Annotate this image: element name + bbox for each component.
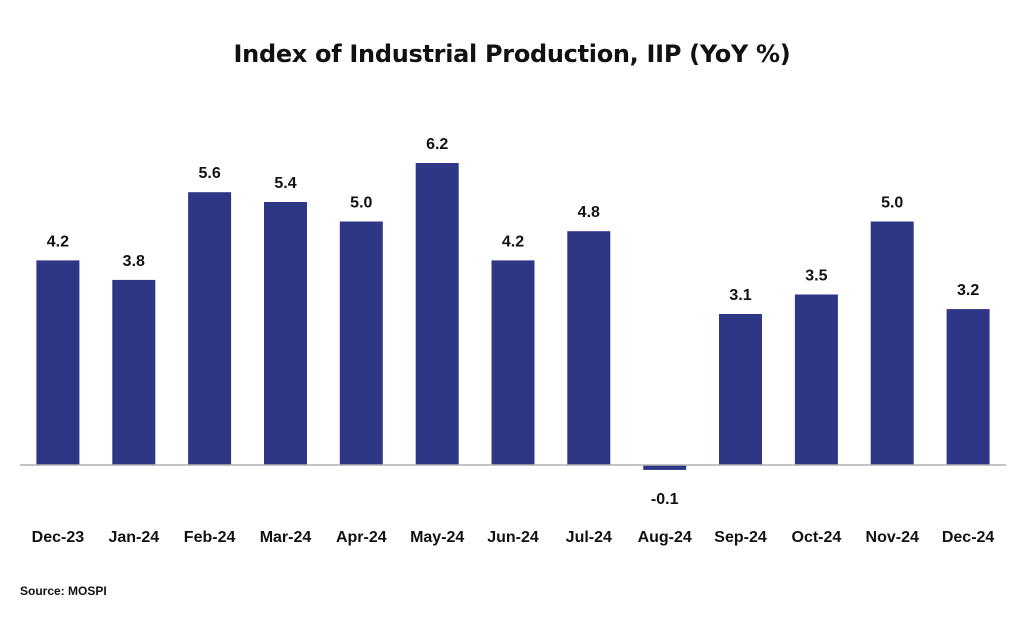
data-label: -0.1 [651, 491, 679, 508]
bar-nov-24 [870, 221, 914, 465]
bar-dec-24 [946, 309, 990, 465]
data-label: 3.1 [729, 287, 751, 304]
x-tick-label: Jan-24 [108, 529, 159, 546]
x-tick-label: Oct-24 [792, 529, 842, 546]
x-tick-label: Dec-23 [32, 529, 85, 546]
data-label: 6.2 [426, 136, 448, 153]
data-label: 4.2 [47, 233, 69, 250]
data-label: 3.8 [123, 253, 145, 270]
bar-aug-24 [643, 465, 687, 470]
data-label: 5.4 [274, 175, 296, 192]
data-label: 5.0 [350, 195, 372, 212]
data-label: 3.5 [805, 268, 827, 285]
bar-jun-24 [491, 260, 535, 465]
x-tick-label: Jul-24 [566, 529, 612, 546]
data-label: 5.0 [881, 195, 903, 212]
bar-oct-24 [794, 294, 838, 465]
x-tick-label: Nov-24 [866, 529, 919, 546]
x-tick-label: Dec-24 [942, 529, 995, 546]
bar-jan-24 [112, 279, 156, 465]
x-tick-label: Aug-24 [638, 529, 692, 546]
data-label: 5.6 [198, 165, 220, 182]
x-tick-label: Apr-24 [336, 529, 387, 546]
x-tick-label: Feb-24 [184, 529, 236, 546]
bar-mar-24 [264, 202, 307, 465]
bar-sep-24 [719, 314, 762, 465]
bar-apr-24 [339, 221, 383, 465]
bar-dec-23 [36, 260, 80, 465]
x-tick-label: Sep-24 [714, 529, 767, 546]
x-tick-label: Mar-24 [260, 529, 312, 546]
x-tick-label: Jun-24 [487, 529, 539, 546]
data-label: 4.2 [502, 233, 524, 250]
source-note: Source: MOSPI [20, 584, 107, 598]
bar-jul-24 [567, 231, 611, 465]
bar-may-24 [415, 163, 459, 465]
chart-title: Index of Industrial Production, IIP (YoY… [233, 40, 791, 68]
data-label: 4.8 [578, 204, 600, 221]
x-tick-label: May-24 [410, 529, 464, 546]
bar-feb-24 [188, 192, 232, 465]
data-label: 3.2 [957, 282, 979, 299]
